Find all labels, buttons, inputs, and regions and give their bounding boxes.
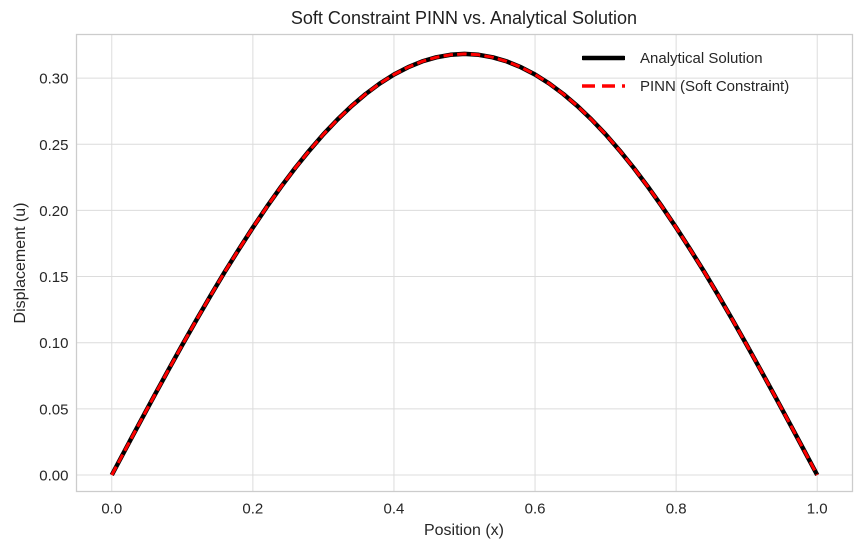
legend-item-analytical: Analytical Solution [582, 44, 789, 72]
series-line-pinn [110, 52, 819, 476]
legend-item-pinn: PINN (Soft Constraint) [582, 72, 789, 100]
legend-line-analytical-icon [582, 55, 625, 61]
y-tick-label: 0.05 [39, 401, 68, 418]
y-tick-label: 0.15 [39, 269, 68, 286]
legend-label-analytical: Analytical Solution [640, 49, 763, 67]
legend: Analytical Solution PINN (Soft Constrain… [582, 44, 789, 100]
x-tick-label: 0.8 [666, 501, 687, 518]
chart-title: Soft Constraint PINN vs. Analytical Solu… [290, 8, 638, 28]
x-tick-label: 0.6 [525, 501, 546, 518]
y-tick-label: 0.25 [39, 137, 68, 154]
x-tick-label: 0.2 [242, 501, 263, 518]
series-line-analytical [109, 51, 820, 477]
legend-line-pinn-icon [582, 84, 625, 88]
y-tick-label: 0.00 [39, 467, 68, 484]
y-tick-label: 0.30 [39, 71, 68, 88]
x-axis-label: Position (x) [423, 522, 505, 539]
legend-label-pinn: PINN (Soft Constraint) [640, 77, 790, 95]
y-axis-label: Displacement (u) [12, 202, 29, 324]
x-tick-label: 1.0 [807, 501, 828, 518]
x-tick-label: 0.0 [101, 501, 122, 518]
y-tick-label: 0.10 [39, 335, 68, 352]
y-tick-label: 0.20 [39, 203, 68, 220]
plot-frame [75, 33, 854, 493]
x-tick-label: 0.4 [384, 501, 405, 518]
